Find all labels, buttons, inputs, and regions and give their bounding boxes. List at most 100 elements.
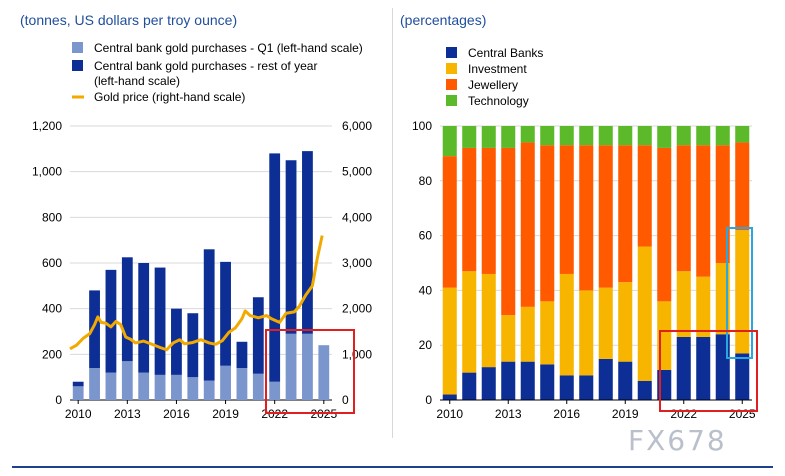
left-legend-label: (left-hand scale) [94, 74, 180, 88]
right-y-tick-label: 4,000 [342, 210, 372, 224]
bottom-rule [12, 466, 773, 468]
left-x-tick-label: 2019 [212, 407, 239, 421]
jewellery-bar [637, 145, 652, 247]
technology-bar [540, 126, 555, 146]
jewellery-bar [462, 147, 477, 272]
q1-bar [187, 377, 199, 400]
investment-bar [637, 246, 652, 381]
investment-bar [501, 315, 516, 362]
technology-bar [657, 126, 672, 148]
jewellery-bar [598, 145, 613, 288]
q1-bar [154, 374, 166, 400]
rest-of-year-bar [203, 249, 215, 381]
right-chart-y-tick-label: 40 [419, 283, 433, 297]
central-banks-bar [579, 375, 594, 400]
central-banks-bar [462, 372, 477, 400]
right-chart-y-tick-label: 20 [419, 338, 433, 352]
right-x-tick-label: 2025 [729, 407, 756, 421]
technology-bar [501, 126, 516, 148]
investment-bar [618, 282, 633, 362]
q1-bar [236, 368, 248, 400]
left-y-tick-label: 1,200 [32, 119, 62, 133]
jewellery-bar [618, 145, 633, 283]
jewellery-bar [696, 145, 711, 277]
right-chart-y-tick-label: 60 [419, 229, 433, 243]
central-banks-bar [501, 361, 516, 400]
right-chart-y-tick-label: 100 [412, 119, 432, 133]
technology-bar [676, 126, 691, 146]
investment-bar [676, 271, 691, 337]
legend-swatch-central-banks [446, 47, 457, 58]
technology-bar [637, 126, 652, 146]
central-banks-bar [520, 361, 535, 400]
jewellery-bar [442, 156, 457, 288]
rest-of-year-bar [121, 257, 133, 362]
q1-bar [302, 333, 313, 400]
technology-bar [735, 126, 750, 143]
technology-bar [520, 126, 535, 143]
investment-bar [540, 301, 555, 365]
legend-swatch-rest-of-year [72, 60, 83, 71]
q1-bar [89, 368, 100, 400]
investment-bar [481, 273, 496, 368]
right-legend-label: Technology [468, 94, 529, 108]
rest-of-year-bar [89, 290, 100, 369]
left-panel-title: (tonnes, US dollars per troy ounce) [20, 12, 238, 28]
investment-bar [442, 287, 457, 395]
investment-bar [579, 290, 594, 376]
left-y-tick-label: 1,000 [32, 165, 62, 179]
right-legend-label: Investment [468, 62, 527, 76]
left-x-tick-label: 2013 [114, 407, 141, 421]
rest-of-year-bar [187, 313, 199, 378]
left-y-tick-label: 800 [42, 210, 62, 224]
rest-of-year-bar [138, 263, 150, 373]
investment-bar [735, 230, 750, 354]
right-panel-title: (percentages) [400, 12, 487, 28]
right-y-tick-label: 0 [342, 393, 349, 407]
q1-bar [121, 361, 133, 400]
central-banks-bar [481, 367, 496, 400]
central-banks-bar [540, 364, 555, 400]
left-y-tick-label: 600 [42, 256, 62, 270]
jewellery-bar [501, 147, 516, 316]
left-x-tick-label: 2016 [163, 407, 190, 421]
panel-divider [392, 8, 393, 438]
q1-bar [138, 372, 150, 400]
rest-of-year-bar [285, 160, 297, 334]
right-x-tick-label: 2016 [553, 407, 580, 421]
investment-bar [462, 271, 477, 373]
technology-bar [559, 126, 574, 146]
q1-bar [203, 380, 215, 400]
right-legend-label: Central Banks [468, 46, 543, 60]
q1-bar [105, 372, 117, 400]
q1-bar [171, 374, 182, 400]
right-y-tick-label: 5,000 [342, 165, 372, 179]
rest-of-year-bar [72, 381, 84, 387]
highlight-box-left [265, 329, 355, 414]
technology-bar [618, 126, 633, 146]
legend-swatch-q1 [72, 42, 83, 53]
technology-bar [696, 126, 711, 146]
jewellery-bar [540, 145, 555, 302]
jewellery-bar [559, 145, 574, 274]
investment-bar [559, 273, 574, 376]
legend-swatch-technology [446, 95, 457, 106]
jewellery-bar [676, 145, 691, 272]
right-y-tick-label: 1,000 [342, 347, 372, 361]
left-y-tick-label: 400 [42, 302, 62, 316]
left-x-tick-label: 2010 [65, 407, 92, 421]
q1-bar [72, 386, 84, 400]
technology-bar [598, 126, 613, 146]
rest-of-year-bar [269, 153, 281, 382]
technology-bar [481, 126, 496, 148]
q1-bar [318, 345, 330, 400]
rest-of-year-bar [302, 151, 313, 334]
highlight-box-right-blue [726, 227, 753, 359]
rest-of-year-bar [220, 261, 231, 366]
right-y-tick-label: 2,000 [342, 302, 372, 316]
right-legend-label: Jewellery [468, 78, 518, 92]
technology-bar [442, 126, 457, 157]
rest-of-year-bar [252, 297, 264, 374]
